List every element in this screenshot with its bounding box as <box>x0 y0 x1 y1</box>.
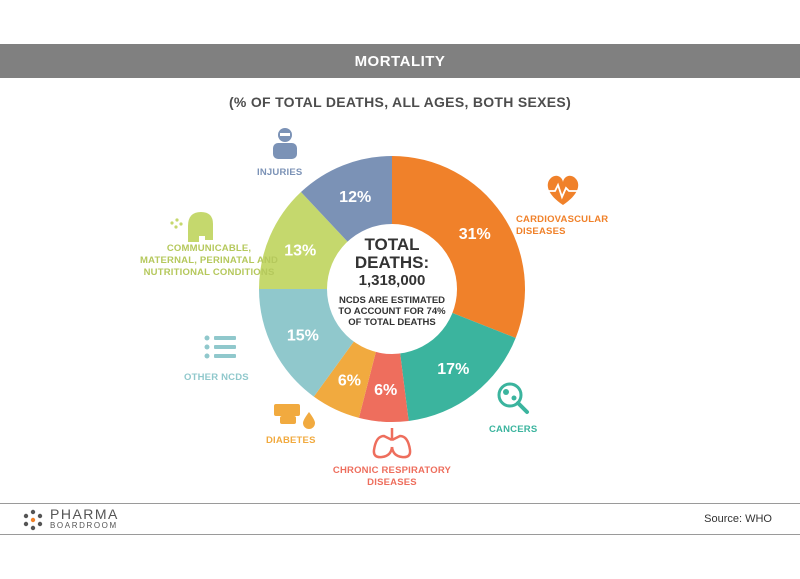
heart-pulse-icon <box>545 175 582 205</box>
slice-value-label-4: 15% <box>287 327 319 344</box>
logo-text-pharma: PHARMA <box>50 506 119 522</box>
list-icon <box>204 335 236 359</box>
center-total: 1,318,000 <box>359 272 426 289</box>
slice-value-label-5: 13% <box>284 242 316 259</box>
microscope-cells-icon <box>497 382 529 414</box>
chart-title: MORTALITY <box>0 44 800 78</box>
label-injuries: INJURIES <box>257 167 303 178</box>
lungs-icon <box>372 428 412 459</box>
logo-dots-icon <box>23 509 43 530</box>
footer-divider-bottom <box>0 534 800 535</box>
label-diabetes: DIABETES <box>266 435 316 446</box>
slice-value-label-2: 6% <box>374 382 397 399</box>
center-note: NCDS ARE ESTIMATED TO ACCOUNT FOR 74% OF T… <box>338 295 446 328</box>
pharmaboardroom-logo: PHARMA BOARDROOM <box>22 506 119 531</box>
slice-2 <box>358 289 409 422</box>
slice-value-label-6: 12% <box>339 189 371 206</box>
finger-blood-drop-icon <box>274 404 315 429</box>
footer-divider-top <box>0 503 800 504</box>
chart-subtitle: (% OF TOTAL DEATHS, ALL AGES, BOTH SEXES… <box>228 94 572 110</box>
label-other-ncds: OTHER NCDS <box>184 372 249 383</box>
label-cancers: CANCERS <box>489 424 538 435</box>
slice-value-label-1: 17% <box>437 361 469 378</box>
coughing-head-icon <box>170 212 213 242</box>
label-chronic-respiratory: CHRONIC RESPIRATORY DISEASES <box>332 465 452 488</box>
center-title-line2: DEATHS: <box>355 253 429 272</box>
label-cardiovascular: CARDIOVASCULAR DISEASES <box>516 214 609 237</box>
label-communicable: COMMUNICABLE, MATERNAL, PERINATAL AND NU… <box>140 243 279 278</box>
injured-person-icon <box>273 128 297 159</box>
slice-value-label-0: 31% <box>459 226 491 243</box>
donut-hole <box>327 224 457 354</box>
slice-value-label-3: 6% <box>338 372 361 389</box>
source-note: Source: WHO <box>704 513 772 525</box>
center-title-line1: TOTAL <box>364 235 419 254</box>
logo-text-boardroom: BOARDROOM <box>50 521 118 530</box>
